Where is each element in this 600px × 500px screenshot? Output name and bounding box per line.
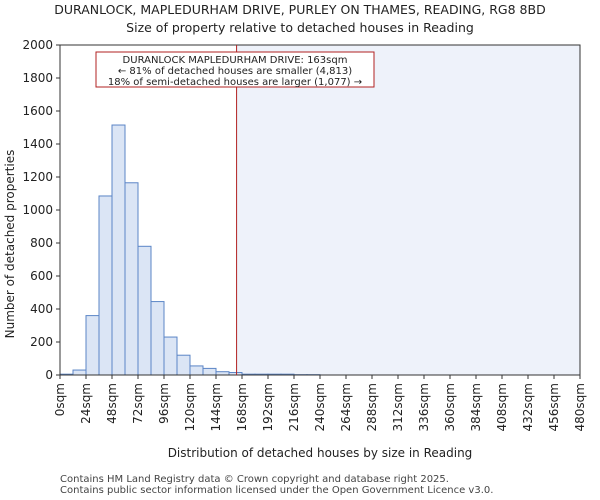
histogram-chart: 0 200 400 600 800 1000 1200 1400 1600 1800 2000 0sq… [3, 38, 587, 460]
y-tick-label: 1600 [22, 104, 53, 118]
histogram-bar [98, 195, 113, 376]
histogram-bar [72, 369, 87, 376]
y-tick-label: 600 [30, 269, 53, 283]
y-tick-label: 1400 [22, 137, 53, 151]
y-axis-label: Number of detached properties [3, 150, 17, 339]
x-tick-label: 384sqm [469, 383, 483, 431]
annotation-line-2: ← 81% of detached houses are smaller (4,… [118, 66, 352, 77]
histogram-bar [150, 301, 165, 376]
x-tick-label: 360sqm [443, 383, 457, 431]
x-tick-label: 120sqm [183, 383, 197, 431]
histogram-bar [124, 182, 139, 376]
chart-title: Size of property relative to detached ho… [126, 20, 474, 35]
histogram-bar [176, 354, 191, 376]
y-tick-label: 1000 [22, 203, 53, 217]
histogram-bar [163, 336, 178, 376]
x-tick-label: 216sqm [287, 383, 301, 431]
x-tick-label: 264sqm [339, 383, 353, 431]
x-tick-label: 0sqm [53, 383, 67, 416]
x-tick-label: 480sqm [573, 383, 587, 431]
x-tick-label: 192sqm [261, 383, 275, 431]
x-tick-label: 456sqm [547, 383, 561, 431]
histogram-bar [137, 245, 152, 376]
x-tick-label: 96sqm [157, 383, 171, 424]
annotation-line-1: DURANLOCK MAPLEDURHAM DRIVE: 163sqm [123, 55, 348, 66]
footer-licence: Contains public sector information licen… [60, 485, 494, 496]
y-tick-label: 1800 [22, 71, 53, 85]
y-tick-label: 800 [30, 236, 53, 250]
chart-title-address: DURANLOCK, MAPLEDURHAM DRIVE, PURLEY ON … [54, 2, 546, 17]
histogram-bar [111, 124, 126, 376]
x-tick-label: 24sqm [79, 383, 93, 424]
y-tick-label: 1200 [22, 170, 53, 184]
y-tick-label: 200 [30, 335, 53, 349]
histogram-bar [85, 315, 100, 376]
x-tick-label: 48sqm [105, 383, 119, 424]
annotation-line-3: 18% of semi-detached houses are larger (… [108, 77, 362, 88]
x-tick-label: 144sqm [209, 383, 223, 431]
x-tick-label: 408sqm [495, 383, 509, 431]
annotation-box [95, 51, 375, 88]
histogram-bar [189, 365, 204, 376]
x-tick-label: 72sqm [131, 383, 145, 424]
x-tick-label: 336sqm [417, 383, 431, 431]
x-axis-label: Distribution of detached houses by size … [168, 446, 473, 460]
x-tick-label: 288sqm [365, 383, 379, 431]
x-tick-label: 312sqm [391, 383, 405, 431]
larger-region-shade [236, 45, 581, 375]
y-tick-label: 0 [45, 368, 53, 382]
x-tick-label: 240sqm [313, 383, 327, 431]
x-tick-label: 432sqm [521, 383, 535, 431]
footer-copyright: Contains HM Land Registry data © Crown c… [60, 474, 449, 485]
histogram-bar [202, 367, 217, 376]
y-tick-label: 400 [30, 302, 53, 316]
y-tick-label: 2000 [22, 38, 53, 52]
x-tick-label: 168sqm [235, 383, 249, 431]
